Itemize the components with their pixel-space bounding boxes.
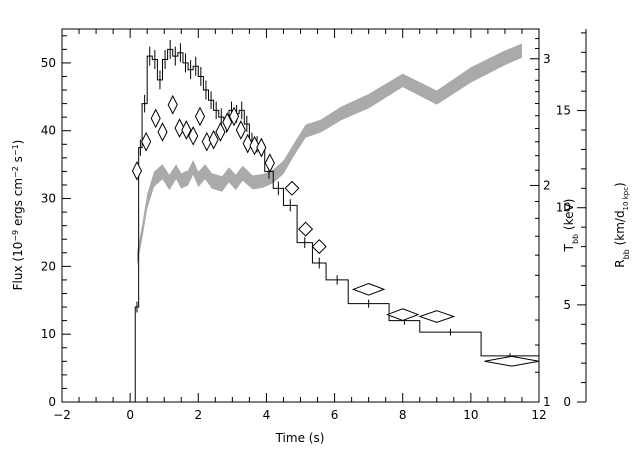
- x-tick-label: 6: [331, 408, 339, 422]
- radius-diamond-layer: [131, 94, 540, 367]
- radius-diamond: [298, 221, 314, 237]
- y-flux-tick-label: 20: [41, 259, 56, 273]
- x-tick-label: 10: [463, 408, 478, 422]
- y-temp-tick-label: 2: [543, 178, 551, 192]
- radius-diamond: [215, 122, 226, 142]
- y-flux-tick-label: 50: [41, 56, 56, 70]
- y-temp-tick-label: 1: [543, 395, 551, 409]
- y-radius-tick-label: 15: [556, 104, 571, 118]
- temperature-axis-label: Tbb (keV): [562, 199, 580, 253]
- radius-diamond: [351, 282, 386, 296]
- radius-diamond: [264, 153, 275, 173]
- radius-diamond: [228, 106, 240, 127]
- radius-diamond: [242, 133, 253, 154]
- axes-layer: [61, 28, 587, 403]
- radius-diamond: [157, 122, 168, 142]
- radius-diamond: [167, 94, 178, 115]
- radius-diamond: [181, 120, 192, 140]
- flux-histogram-step: [134, 48, 539, 402]
- y-radius-tick-label: 5: [563, 298, 571, 312]
- flux-histogram-layer: [134, 39, 539, 402]
- radius-diamond: [235, 120, 246, 140]
- radius-diamond: [484, 355, 540, 367]
- y-flux-tick-label: 40: [41, 124, 56, 138]
- radius-diamond: [249, 135, 260, 156]
- radius-diamond: [174, 118, 185, 138]
- radius-diamond: [150, 108, 161, 129]
- radius-diamond: [418, 310, 456, 323]
- y-flux-tick-label: 10: [41, 327, 56, 341]
- radius-diamond: [284, 180, 300, 196]
- radius-diamond: [141, 131, 152, 152]
- y-flux-tick-label: 0: [48, 395, 56, 409]
- y-flux-tick-label: 30: [41, 192, 56, 206]
- x-axis-label: Time (s): [275, 431, 325, 445]
- x-tick-label: 2: [194, 408, 202, 422]
- radius-diamond: [131, 160, 143, 181]
- x-tick-label: −2: [53, 408, 71, 422]
- x-tick-label: 8: [399, 408, 407, 422]
- radius-diamond: [256, 137, 267, 158]
- temperature-band: [136, 43, 522, 267]
- y-radius-tick-label: 0: [563, 395, 571, 409]
- radius-diamond: [188, 126, 199, 146]
- temperature-band-layer: [136, 43, 522, 267]
- x-tick-label: 4: [263, 408, 271, 422]
- radius-diamond: [208, 129, 219, 150]
- y-temp-tick-label: 3: [543, 52, 551, 66]
- radius-diamond: [385, 308, 420, 321]
- radius-diamond: [311, 239, 327, 255]
- radius-diamond: [222, 112, 233, 133]
- radius-axis-label: Rbb (km/d10 kpc): [613, 182, 631, 267]
- x-tick-label: 0: [126, 408, 134, 422]
- plot-frame: [61, 28, 540, 403]
- x-tick-label: 12: [531, 408, 546, 422]
- radius-diamond: [194, 106, 206, 127]
- y-left-axis-label: Flux (10−9 ergs cm−2 s−1): [11, 140, 26, 291]
- y-radius-tick-label: 10: [556, 201, 571, 215]
